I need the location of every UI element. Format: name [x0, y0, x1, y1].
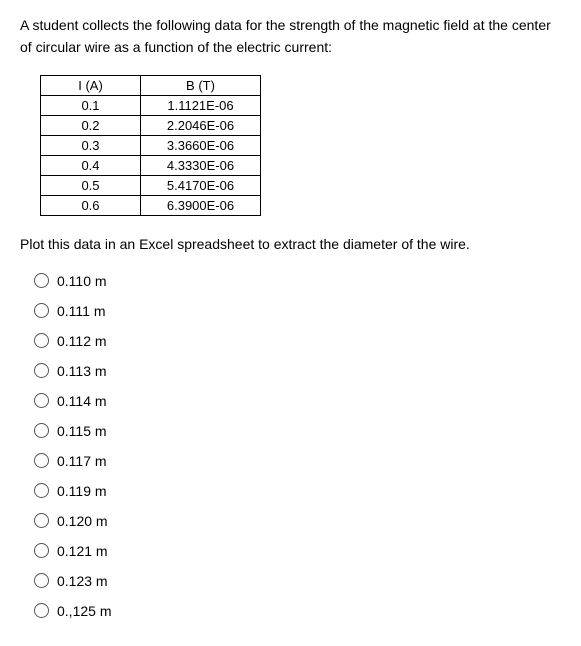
table-row: 0.6 6.3900E-06	[41, 195, 261, 215]
radio-icon[interactable]	[34, 573, 49, 588]
cell-b: 2.2046E-06	[141, 115, 261, 135]
option-label: 0.113 m	[57, 363, 107, 379]
radio-icon[interactable]	[34, 543, 49, 558]
radio-icon[interactable]	[34, 603, 49, 618]
option-row[interactable]: 0.110 m	[34, 266, 561, 296]
question-prompt: Plot this data in an Excel spreadsheet t…	[20, 236, 561, 252]
option-label: 0.112 m	[57, 333, 107, 349]
cell-b: 6.3900E-06	[141, 195, 261, 215]
table-row: 0.2 2.2046E-06	[41, 115, 261, 135]
radio-icon[interactable]	[34, 423, 49, 438]
option-row[interactable]: 0.111 m	[34, 296, 561, 326]
cell-i: 0.2	[41, 115, 141, 135]
radio-icon[interactable]	[34, 273, 49, 288]
cell-i: 0.6	[41, 195, 141, 215]
option-row[interactable]: 0.119 m	[34, 476, 561, 506]
option-label: 0.123 m	[57, 573, 108, 589]
table-row: 0.1 1.1121E-06	[41, 95, 261, 115]
option-row[interactable]: 0.123 m	[34, 566, 561, 596]
option-row[interactable]: 0.113 m	[34, 356, 561, 386]
option-row[interactable]: 0.121 m	[34, 536, 561, 566]
option-label: 0.111 m	[57, 303, 106, 319]
cell-b: 1.1121E-06	[141, 95, 261, 115]
option-row[interactable]: 0.117 m	[34, 446, 561, 476]
radio-icon[interactable]	[34, 483, 49, 498]
radio-icon[interactable]	[34, 453, 49, 468]
data-table: I (A) B (T) 0.1 1.1121E-06 0.2 2.2046E-0…	[40, 75, 261, 216]
cell-b: 4.3330E-06	[141, 155, 261, 175]
options-group: 0.110 m 0.111 m 0.112 m 0.113 m 0.114 m …	[20, 266, 561, 626]
question-intro: A student collects the following data fo…	[20, 14, 561, 59]
radio-icon[interactable]	[34, 333, 49, 348]
option-row[interactable]: 0.112 m	[34, 326, 561, 356]
option-row[interactable]: 0.114 m	[34, 386, 561, 416]
radio-icon[interactable]	[34, 363, 49, 378]
cell-i: 0.3	[41, 135, 141, 155]
radio-icon[interactable]	[34, 393, 49, 408]
option-label: 0.119 m	[57, 483, 107, 499]
option-label: 0.121 m	[57, 543, 108, 559]
header-i: I (A)	[41, 75, 141, 95]
cell-b: 3.3660E-06	[141, 135, 261, 155]
radio-icon[interactable]	[34, 513, 49, 528]
option-row[interactable]: 0.,125 m	[34, 596, 561, 626]
radio-icon[interactable]	[34, 303, 49, 318]
option-row[interactable]: 0.120 m	[34, 506, 561, 536]
cell-i: 0.4	[41, 155, 141, 175]
option-label: 0.,125 m	[57, 603, 111, 619]
option-label: 0.120 m	[57, 513, 108, 529]
option-label: 0.110 m	[57, 273, 107, 289]
table-row: 0.5 5.4170E-06	[41, 175, 261, 195]
cell-i: 0.1	[41, 95, 141, 115]
option-label: 0.115 m	[57, 423, 107, 439]
table-row: 0.4 4.3330E-06	[41, 155, 261, 175]
option-label: 0.114 m	[57, 393, 107, 409]
table-row: 0.3 3.3660E-06	[41, 135, 261, 155]
cell-i: 0.5	[41, 175, 141, 195]
header-b: B (T)	[141, 75, 261, 95]
cell-b: 5.4170E-06	[141, 175, 261, 195]
option-row[interactable]: 0.115 m	[34, 416, 561, 446]
option-label: 0.117 m	[57, 453, 107, 469]
